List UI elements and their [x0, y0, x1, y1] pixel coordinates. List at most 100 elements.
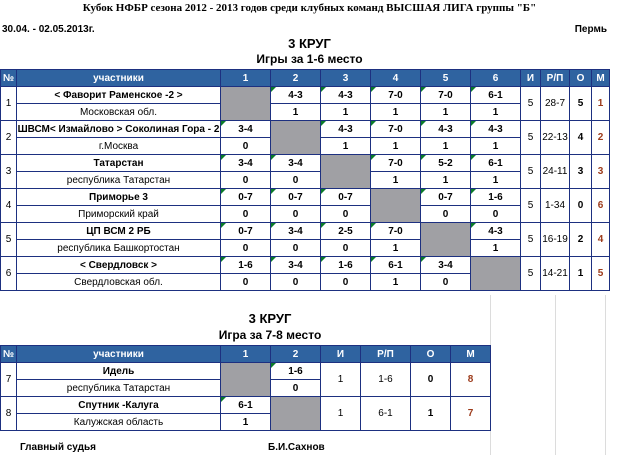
- score-diff: 16-19: [540, 222, 570, 257]
- page-title: Кубок НФБР сезона 2012 - 2013 годов сред…: [82, 2, 537, 14]
- match-score: 1-6: [270, 362, 321, 380]
- city-label: Пермь: [574, 24, 607, 35]
- team-name: Приморье 3: [16, 188, 221, 206]
- team-name: Идель: [16, 362, 221, 380]
- match-score: 6-1: [370, 256, 421, 274]
- s2-header-cell: участники: [16, 345, 221, 363]
- match-score: 3-4: [420, 256, 471, 274]
- match-point: 1: [220, 413, 271, 431]
- match-point: 1: [470, 171, 521, 189]
- team-number: 4: [0, 188, 17, 223]
- match-score: 1-6: [320, 256, 371, 274]
- match-point: 1: [370, 171, 421, 189]
- team-name: < Фаворит Раменское -2 >: [16, 86, 221, 104]
- match-point: 0: [320, 205, 371, 223]
- s2-header-cell: И: [320, 345, 361, 363]
- match-score: 0-7: [320, 188, 371, 206]
- match-point: 0: [220, 273, 271, 291]
- score-diff: 6-1: [360, 396, 411, 431]
- games-played: 5: [520, 256, 541, 291]
- s1-header-cell: М: [591, 69, 610, 87]
- match-point: 0: [320, 273, 371, 291]
- s2-header-cell: 1: [220, 345, 271, 363]
- match-point: 0: [270, 205, 321, 223]
- match-score: 2-5: [320, 222, 371, 240]
- sheet-column-line: [555, 295, 556, 455]
- match-score: 3-4: [270, 256, 321, 274]
- match-score: 0-7: [420, 188, 471, 206]
- match-point: 1: [470, 103, 521, 121]
- match-score: 1-6: [470, 188, 521, 206]
- match-point: 0: [220, 205, 271, 223]
- match-point: 1: [420, 103, 471, 121]
- s2-header-row: № участники 1 2 И Р/П О М: [0, 345, 491, 363]
- match-point: 1: [420, 171, 471, 189]
- s2-team-row-sub: республика Татарстан 0: [1, 379, 491, 397]
- match-point: 1: [320, 103, 371, 121]
- s1-header-cell: И: [520, 69, 541, 87]
- team-region: республика Татарстан: [16, 171, 221, 189]
- s2-header-cell: №: [0, 345, 17, 363]
- final-place: 5: [591, 256, 610, 291]
- s1-team-row-sub: г.Москва 0 1 1 1 1: [1, 137, 610, 155]
- total-points: 0: [569, 188, 592, 223]
- team-name: Татарстан: [16, 154, 221, 172]
- score-diff: 14-21: [540, 256, 570, 291]
- match-point: 0: [220, 137, 271, 155]
- s2-team-row: 8 Спутник -Калуга 6-1 1 6-1 1 7: [0, 396, 491, 431]
- empty-cell: [320, 154, 371, 189]
- final-place: 1: [591, 86, 610, 121]
- games-played: 5: [520, 222, 541, 257]
- final-place: 7: [450, 396, 491, 431]
- s1-team-row: 3 Татарстан 3-4 3-4 7-0 5-2 6-1 5 24-11 3 3: [0, 154, 610, 189]
- games-played: 5: [520, 86, 541, 121]
- s1-header-cell: 2: [270, 69, 321, 87]
- match-score: 3-4: [270, 222, 321, 240]
- empty-cell: [270, 396, 321, 431]
- team-name: < Свердловск >: [16, 256, 221, 274]
- team-number: 1: [0, 86, 17, 121]
- match-point: 1: [370, 239, 421, 257]
- team-name: ЦП ВСМ 2 РБ: [16, 222, 221, 240]
- empty-cell: [470, 256, 521, 291]
- match-score: 6-1: [470, 154, 521, 172]
- section1-round: 3 КРУГ: [288, 36, 331, 51]
- s1-team-row: 1 < Фаворит Раменское -2 >4-3 4-3 7-0 7-0 6-1…: [0, 86, 610, 121]
- score-diff: 1-34: [540, 188, 570, 223]
- s1-team-row: 5 ЦП ВСМ 2 РБ 0-7 3-4 2-5 7-0 4-3 5 16-19 2 4: [0, 222, 610, 257]
- final-place: 2: [591, 120, 610, 155]
- match-score: 4-3: [470, 222, 521, 240]
- empty-cell: [220, 86, 271, 121]
- match-score: 4-3: [420, 120, 471, 138]
- s1-header-cell: 4: [370, 69, 421, 87]
- match-point: 1: [270, 103, 321, 121]
- games-played: 5: [520, 120, 541, 155]
- s2-header-cell: М: [450, 345, 491, 363]
- section2-subtitle: Игра за 7-8 место: [218, 328, 322, 342]
- s1-header-cell: участники: [16, 69, 221, 87]
- match-point: 0: [420, 205, 471, 223]
- s1-team-row: 6 < Свердловск >1-6 3-4 1-6 6-1 3-4 5 14-21 1 5: [0, 256, 610, 291]
- match-point: 0: [470, 205, 521, 223]
- s1-header-cell: Р/П: [540, 69, 570, 87]
- match-score: 4-3: [470, 120, 521, 138]
- match-score: 3-4: [220, 154, 271, 172]
- match-score: 0-7: [220, 188, 271, 206]
- match-score: 7-0: [370, 120, 421, 138]
- chief-judge-name: Б.И.Сахнов: [268, 442, 325, 453]
- s1-header-row: № участники 1 2 3 4 5 6 И Р/П О М: [0, 69, 610, 87]
- match-point: 1: [320, 137, 371, 155]
- team-region: Калужская область: [16, 413, 221, 431]
- match-point: 1: [420, 137, 471, 155]
- match-score: 3-4: [220, 120, 271, 138]
- team-name: ШВСМ< Измайлово > Соколиная Гора - 2: [16, 120, 221, 138]
- s1-header-cell: О: [569, 69, 592, 87]
- team-name: Спутник -Калуга: [16, 396, 221, 414]
- s1-team-row: 2 ШВСМ< Измайлово > Соколиная Гора - 2 3-4…: [0, 120, 610, 155]
- match-score: 0-7: [270, 188, 321, 206]
- score-diff: 24-11: [540, 154, 570, 189]
- total-points: 3: [569, 154, 592, 189]
- match-score: 4-3: [320, 120, 371, 138]
- match-point: 1: [370, 103, 421, 121]
- total-points: 1: [569, 256, 592, 291]
